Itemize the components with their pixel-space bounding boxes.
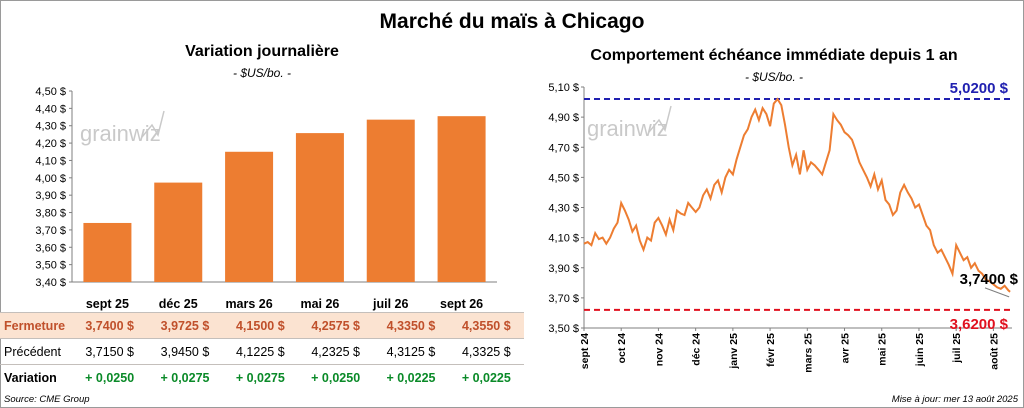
bar-category-label: sept 25 (86, 297, 129, 311)
bar-4 (295, 133, 344, 282)
left-watermark-mark (141, 110, 165, 138)
bar-category-label: mars 26 (225, 297, 272, 311)
table-row-close: Fermeture 3,7400 $3,9725 $4,1500 $4,2575… (0, 312, 524, 339)
right-y-tick-label: 5,10 $ (548, 82, 579, 94)
left-y-tick-label: 4,30 $ (35, 121, 66, 133)
bar-3 (225, 151, 274, 282)
right-y-tick-label: 3,70 $ (548, 293, 579, 305)
right-y-tick-label: 4,50 $ (548, 172, 579, 184)
table-cell: + 0,0225 (386, 370, 436, 385)
left-y-tick-label: 3,70 $ (35, 225, 66, 237)
right-chart-unit: - $US/bo. - (744, 70, 804, 84)
bar-category-label: déc 25 (159, 297, 198, 311)
last-value-leader (984, 287, 1010, 298)
right-y-tick-label: 4,30 $ (548, 203, 579, 215)
left-y-tick-label: 3,60 $ (35, 242, 66, 254)
right-y-tick-label: 3,90 $ (548, 263, 579, 275)
min-value-label: 3,6200 $ (950, 316, 1009, 333)
right-watermark: grainwiz (587, 105, 672, 141)
bar-category-label: sept 26 (440, 297, 483, 311)
table-cell: 4,3325 $ (448, 338, 524, 365)
table-cell: 4,2575 $ (297, 312, 374, 339)
right-y-tick-label: 4,10 $ (548, 233, 579, 245)
table-cell: 3,9450 $ (147, 338, 223, 365)
table-cell: + 0,0275 (235, 370, 285, 385)
table-cell: 4,1225 $ (222, 338, 298, 365)
left-y-tick-label: 4,00 $ (35, 173, 66, 185)
bar-category-label: juil 26 (372, 297, 408, 311)
right-x-tick-label: nov 24 (653, 333, 665, 366)
bar-1 (83, 222, 132, 282)
table-cell: 4,3550 $ (448, 312, 524, 339)
right-x-tick-label: déc 24 (691, 333, 703, 366)
right-line-chart: 3,50 $ 3,70 $ 3,90 $ 4,10 $ 4,30 $ 4,50 $ 4,70… (548, 80, 1018, 373)
table-cell: + 0,0225 (461, 370, 511, 385)
left-y-tick-label: 3,80 $ (35, 208, 66, 220)
left-y-tick-label: 4,50 $ (35, 86, 66, 98)
table-cell: 3,9725 $ (147, 312, 223, 339)
table-cell: 4,1500 $ (222, 312, 298, 339)
right-watermark-mark (648, 105, 672, 133)
table-cell: 4,3125 $ (373, 338, 449, 365)
left-y-tick-label: 3,50 $ (35, 260, 66, 272)
left-y-tick-label: 4,40 $ (35, 103, 66, 115)
right-x-tick-label: août 25 (988, 333, 1000, 370)
table-cell: + 0,0275 (160, 370, 210, 385)
right-watermark-text: grainwiz (587, 116, 668, 141)
left-bar-chart: 3,40 $ 3,50 $ 3,60 $ 3,70 $ 3,80 $ 3,90 $ 4,00… (35, 86, 497, 311)
bar-6 (437, 116, 486, 282)
right-y-tick-label: 4,70 $ (548, 142, 579, 154)
table-cell: + 0,0250 (85, 370, 135, 385)
row-label-close: Fermeture (0, 312, 72, 339)
left-y-tick-label: 3,40 $ (35, 277, 66, 289)
right-x-tick-label: juin 25 (914, 333, 926, 367)
table-cell: 3,7400 $ (72, 312, 148, 339)
price-series-line (583, 97, 1011, 293)
right-x-tick-label: mars 25 (802, 333, 814, 373)
price-table: Fermeture 3,7400 $3,9725 $4,1500 $4,2575… (0, 312, 524, 390)
right-x-tick-label: févr 25 (765, 333, 777, 367)
bar-category-label: mai 26 (300, 297, 339, 311)
row-label-variation: Variation (4, 370, 57, 385)
left-watermark: grainwiz (80, 110, 165, 146)
row-label-previous: Précédent (0, 338, 72, 365)
table-cell: 4,3350 $ (373, 312, 449, 339)
right-x-tick-label: janv 25 (728, 333, 740, 370)
page-title: Marché du maïs à Chicago (379, 10, 645, 33)
left-chart-unit: - $US/bo. - (232, 66, 292, 80)
table-cell: + 0,0250 (311, 370, 361, 385)
bar-2 (154, 182, 203, 282)
right-y-tick-label: 3,50 $ (548, 323, 579, 335)
right-x-tick-label: sept 24 (579, 333, 591, 369)
right-y-tick-label: 4,90 $ (548, 112, 579, 124)
table-cell: 4,2325 $ (297, 338, 374, 365)
bar-5 (366, 119, 415, 283)
table-row-previous: Précédent 3,7150 $3,9450 $4,1225 $4,2325… (0, 338, 524, 365)
left-y-tick-label: 4,20 $ (35, 138, 66, 150)
left-y-tick-label: 4,10 $ (35, 155, 66, 167)
right-x-tick-label: oct 24 (616, 333, 628, 364)
left-chart-title: Variation journalière (185, 43, 339, 60)
right-x-tick-label: mai 25 (877, 333, 889, 366)
max-value-label: 5,0200 $ (950, 80, 1009, 97)
last-value-label: 3,7400 $ (960, 271, 1019, 288)
source-note: Source: CME Group (4, 394, 90, 405)
right-x-tick-label: avr 25 (840, 333, 852, 364)
left-watermark-text: grainwiz (80, 121, 161, 146)
table-cell: 3,7150 $ (72, 338, 148, 365)
right-chart-title: Comportement échéance immédiate depuis 1… (590, 47, 958, 64)
left-y-tick-label: 3,90 $ (35, 190, 66, 202)
table-row-variation: Variation + 0,0250 + 0,0275 + 0,0275 + 0,02… (0, 365, 524, 391)
right-x-tick-label: juil 25 (951, 333, 963, 364)
update-note: Mise à jour: mer 13 août 2025 (891, 394, 1018, 405)
